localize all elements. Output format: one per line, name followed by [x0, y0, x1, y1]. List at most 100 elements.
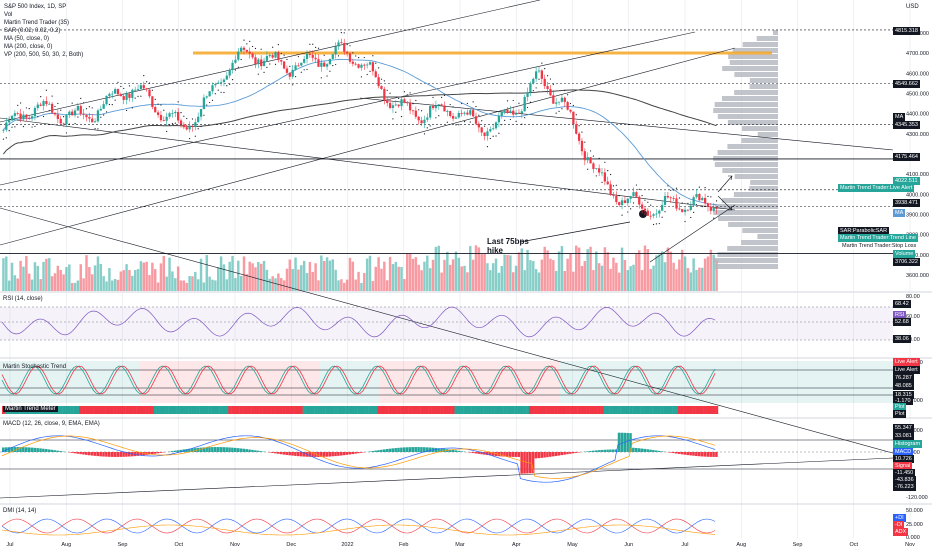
macd-histogram-bar: [291, 452, 294, 456]
legend-martin[interactable]: Martin Trend Trader (35): [4, 20, 70, 26]
volume-bar: [655, 255, 658, 291]
trend-meter-cell: [617, 406, 621, 414]
volume-bar: [408, 253, 412, 291]
volume-bar: [105, 281, 108, 291]
macd-tag: Signal: [893, 462, 913, 470]
candle-body: [635, 192, 638, 197]
rsi-pane-label[interactable]: RSI (14, close): [3, 296, 43, 302]
volume-bar: [683, 256, 687, 291]
candle-body: [371, 62, 375, 72]
sar-dot: [231, 79, 234, 81]
candle-body: [388, 102, 392, 108]
macd-histogram-bar: [188, 448, 191, 452]
macd-histogram-bar: [102, 452, 105, 457]
trend-meter-cell: [133, 406, 137, 414]
sar-dot: [326, 75, 328, 77]
sar-dot: [578, 125, 580, 127]
macd-histogram-bar: [715, 452, 718, 457]
candle-body: [543, 78, 546, 87]
candle-body: [225, 75, 228, 80]
trend-meter-cell: [500, 406, 504, 414]
trend-meter-cell: [551, 406, 555, 414]
trend-meter-cell: [65, 406, 69, 414]
macd-histogram-bar: [448, 449, 452, 452]
volume-profile-bar: [717, 114, 778, 119]
sar-dot: [157, 103, 159, 105]
volume-bar: [460, 266, 463, 291]
volume-bar: [672, 262, 675, 291]
macd-histogram-bar: [185, 449, 188, 452]
trend-meter-cell: [420, 406, 424, 414]
macd-histogram-bar: [626, 432, 629, 452]
volume-bar: [334, 269, 337, 291]
macd-tag: -76.223: [893, 483, 916, 491]
dmi-pane-label[interactable]: DMI (14, 14): [3, 508, 37, 514]
trend-meter-cell: [437, 406, 441, 414]
legend-symbol[interactable]: S&P 500 Index, 1D, SP: [4, 4, 67, 10]
macd-histogram-bar: [334, 452, 337, 457]
candle-body: [598, 168, 601, 173]
candle-body: [643, 208, 647, 211]
macd-pane-label[interactable]: MACD (12, 26, close, 9, EMA, EMA): [3, 421, 100, 427]
sar-dot: [375, 62, 377, 64]
stoch-zone: [560, 361, 893, 403]
candle-body: [366, 64, 369, 66]
candle-body: [383, 89, 386, 101]
trend-meter-cell: [491, 406, 495, 414]
macd-histogram-bar: [686, 452, 690, 456]
legend-ma200[interactable]: MA (200, close, 0): [4, 44, 53, 50]
macd-line: [1, 435, 716, 483]
trend-meter-label[interactable]: Martin Trend Meter: [3, 406, 58, 412]
legend-sar[interactable]: SAR (0.02, 0.02, 0.2): [4, 28, 61, 34]
volume-bar: [695, 269, 698, 291]
trend-channel-line: [0, 117, 736, 211]
macd-histogram-bar: [345, 452, 349, 455]
macd-histogram-bar: [700, 452, 704, 457]
legend-vp[interactable]: VP (200, 500, 50, 30, 2, Both): [4, 52, 84, 58]
trend-meter-cell: [451, 406, 455, 414]
legend-vol[interactable]: Vol: [4, 12, 13, 18]
volume-bar: [680, 249, 684, 291]
trend-meter-cell: [591, 406, 596, 414]
volume-bar: [13, 275, 17, 291]
price-tick-label: 4100.000: [906, 172, 929, 178]
candle-body: [116, 89, 120, 95]
volume-profile-bar: [717, 150, 778, 155]
macd-histogram-bar: [385, 449, 389, 452]
trend-meter-cell: [248, 406, 252, 414]
series-tag: Martin Trend Trader:Live Alert: [838, 184, 915, 192]
trend-meter-cell: [663, 406, 667, 414]
sar-dot: [684, 220, 686, 223]
candle-body: [50, 103, 54, 113]
candle-body: [242, 47, 246, 50]
macd-histogram-bar: [500, 452, 503, 457]
volume-bar: [311, 271, 314, 291]
volume-bar: [302, 260, 306, 291]
trend-meter-cell: [609, 406, 613, 414]
candle-body: [228, 69, 231, 76]
volume-bar: [179, 280, 183, 291]
series-tag: SAR:ParabolicSAR: [838, 227, 890, 235]
macd-histogram-bar: [122, 452, 125, 457]
sar-dot: [478, 114, 480, 116]
volume-bar: [16, 278, 19, 291]
candle-body: [113, 89, 117, 94]
stoch-zone: [320, 361, 380, 403]
volume-bar: [231, 255, 234, 291]
volume-bar: [431, 259, 435, 291]
volume-bar: [383, 261, 386, 291]
legend-ma50[interactable]: MA (50, close, 0): [4, 36, 50, 42]
volume-bar: [469, 246, 472, 291]
macd-histogram-bar: [317, 452, 320, 457]
volume-bar: [222, 264, 226, 291]
stoch-pane-label[interactable]: Martin Stochastic Trend: [3, 364, 67, 370]
volume-bar: [569, 253, 572, 291]
sar-dot: [31, 126, 33, 128]
volume-bar: [7, 280, 11, 291]
candle-body: [512, 110, 515, 115]
sar-dot: [438, 115, 440, 117]
candle-body: [672, 198, 675, 199]
trend-meter-cell: [168, 406, 172, 414]
volume-profile-bar: [713, 210, 778, 215]
